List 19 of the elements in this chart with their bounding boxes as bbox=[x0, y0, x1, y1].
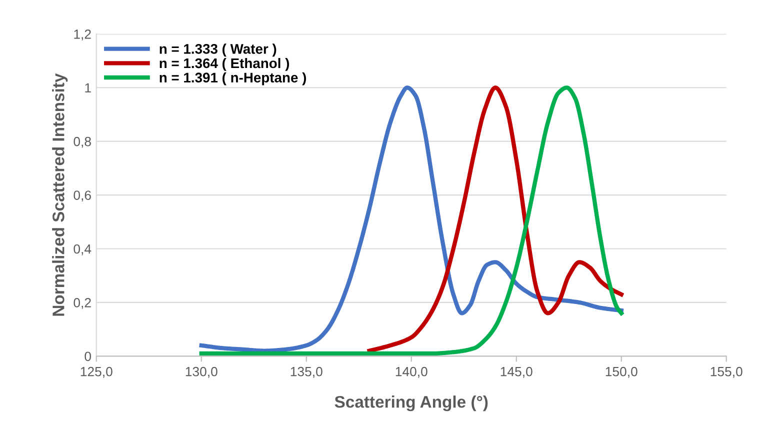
y-tick-label: 1 bbox=[85, 83, 91, 92]
y-axis-title: Normalized Scattered Intensity bbox=[52, 73, 68, 316]
x-tick-label: 125,0 bbox=[80, 366, 112, 378]
y-tick-label: 0,4 bbox=[74, 244, 92, 256]
x-tick-label: 135,0 bbox=[290, 366, 322, 378]
y-tick-label: 1,2 bbox=[74, 29, 91, 40]
y-tick-label: 0,6 bbox=[74, 190, 91, 202]
x-tick-label: 130,0 bbox=[186, 366, 218, 378]
y-tick-label: 0,8 bbox=[74, 136, 91, 148]
x-tick-label: 140,0 bbox=[396, 366, 428, 378]
x-tick-label: 155,0 bbox=[710, 366, 742, 378]
x-axis-title: Scattering Angle (°) bbox=[334, 396, 488, 412]
legend-label: n = 1.391 ( n-Heptane ) bbox=[160, 72, 306, 86]
legend-label: n = 1.333 ( Water ) bbox=[160, 44, 276, 57]
y-tick-label: 0,2 bbox=[74, 298, 91, 309]
y-tick-label: 0 bbox=[84, 352, 92, 362]
x-tick-label: 145,0 bbox=[500, 366, 532, 378]
legend-label: n = 1.364 ( Ethanol ) bbox=[160, 58, 290, 71]
x-tick-label: 150,0 bbox=[606, 366, 638, 378]
